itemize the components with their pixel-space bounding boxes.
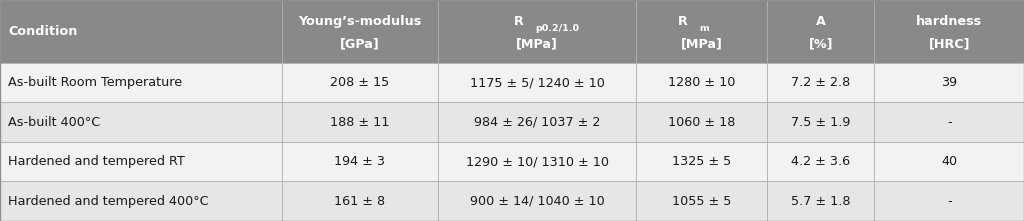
Text: Young’s-modulus: Young’s-modulus [298,15,422,28]
Bar [282,63,438,103]
Text: 7.5 ± 1.9: 7.5 ± 1.9 [792,116,850,129]
Text: R: R [514,15,523,28]
Text: [%]: [%] [809,37,833,50]
Bar [874,0,1024,63]
Text: hardness: hardness [916,15,982,28]
Text: A: A [816,15,825,28]
Bar [438,103,636,142]
Text: p0.2/1.0: p0.2/1.0 [536,24,579,33]
Text: 1060 ± 18: 1060 ± 18 [668,116,735,129]
Bar [282,181,438,221]
Text: 194 ± 3: 194 ± 3 [335,155,385,168]
Text: 208 ± 15: 208 ± 15 [331,76,389,89]
Bar [636,103,767,142]
Bar [874,142,1024,181]
Text: -: - [947,116,951,129]
Text: 984 ± 26/ 1037 ± 2: 984 ± 26/ 1037 ± 2 [474,116,600,129]
Bar [874,63,1024,103]
Bar [874,181,1024,221]
Text: [MPa]: [MPa] [681,37,722,50]
Bar [0,63,282,103]
Text: 39: 39 [941,76,957,89]
Bar [282,103,438,142]
Text: As-built 400°C: As-built 400°C [8,116,100,129]
Bar [0,0,282,63]
Text: 1055 ± 5: 1055 ± 5 [672,195,731,208]
Text: R: R [678,15,688,28]
Bar [438,0,636,63]
Bar [767,142,874,181]
Bar [282,142,438,181]
Text: 188 ± 11: 188 ± 11 [331,116,389,129]
Text: 1280 ± 10: 1280 ± 10 [668,76,735,89]
Text: [MPa]: [MPa] [516,37,558,50]
Text: 161 ± 8: 161 ± 8 [335,195,385,208]
Text: 5.7 ± 1.8: 5.7 ± 1.8 [791,195,851,208]
Bar [767,63,874,103]
Text: 1290 ± 10/ 1310 ± 10: 1290 ± 10/ 1310 ± 10 [466,155,608,168]
Bar [767,0,874,63]
Text: Hardened and tempered 400°C: Hardened and tempered 400°C [8,195,209,208]
Text: 1325 ± 5: 1325 ± 5 [672,155,731,168]
Bar [874,103,1024,142]
Text: Hardened and tempered RT: Hardened and tempered RT [8,155,185,168]
Text: [HRC]: [HRC] [929,37,970,50]
Bar [438,142,636,181]
Bar [0,181,282,221]
Text: 7.2 ± 2.8: 7.2 ± 2.8 [792,76,850,89]
Text: [GPa]: [GPa] [340,37,380,50]
Text: 900 ± 14/ 1040 ± 10: 900 ± 14/ 1040 ± 10 [470,195,604,208]
Bar [636,181,767,221]
Bar [636,142,767,181]
Text: m: m [699,24,710,33]
Text: 4.2 ± 3.6: 4.2 ± 3.6 [792,155,850,168]
Text: As-built Room Temperature: As-built Room Temperature [8,76,182,89]
Text: 40: 40 [941,155,957,168]
Bar [636,63,767,103]
Bar [767,103,874,142]
Bar [282,0,438,63]
Text: Condition: Condition [8,25,78,38]
Bar [767,181,874,221]
Bar [438,63,636,103]
Bar [0,142,282,181]
Bar [636,0,767,63]
Text: 1175 ± 5/ 1240 ± 10: 1175 ± 5/ 1240 ± 10 [470,76,604,89]
Bar [438,181,636,221]
Bar [0,103,282,142]
Text: -: - [947,195,951,208]
